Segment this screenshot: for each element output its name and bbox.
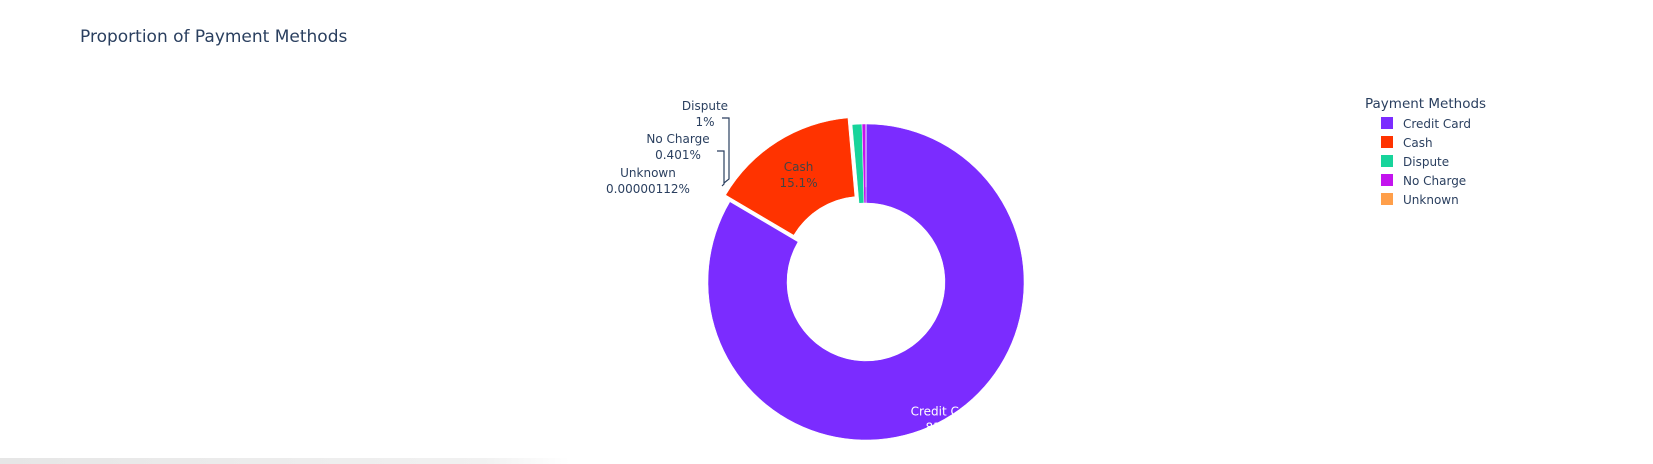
slice-label-unknown: Unknown	[620, 166, 676, 180]
legend-item-credit-card[interactable]: Credit Card	[1381, 117, 1471, 131]
slice-no-charge[interactable]	[861, 123, 867, 204]
legend-swatch	[1381, 117, 1393, 129]
slice-label-no-charge: No Charge	[646, 132, 709, 146]
slice-percent-dispute: 1%	[695, 115, 714, 129]
labels-layer: Credit Card 83.4% Cash 15.1% Dispute 1% No Cha…	[606, 99, 979, 435]
slice-credit-card[interactable]	[707, 123, 1025, 441]
slice-percent-unknown: 0.00000112%	[606, 182, 690, 196]
slice-percent-credit-card: 83.4%	[926, 421, 964, 435]
legend-swatch	[1381, 155, 1393, 167]
legend-swatch	[1381, 193, 1393, 205]
legend-item-unknown[interactable]: Unknown	[1381, 193, 1459, 207]
legend-label: Credit Card	[1403, 117, 1471, 131]
legend-swatch	[1381, 136, 1393, 148]
legend: Payment Methods Credit Card Cash Dispute No…	[1365, 96, 1486, 207]
legend-label: No Charge	[1403, 174, 1466, 188]
horizontal-scrollbar[interactable]	[0, 458, 570, 464]
slice-label-cash: Cash	[784, 160, 814, 174]
slice-label-credit-card: Credit Card	[911, 405, 979, 419]
slice-percent-no-charge: 0.401%	[655, 148, 701, 162]
legend-label: Dispute	[1403, 155, 1449, 169]
legend-title: Payment Methods	[1365, 96, 1486, 112]
leader-line-no-charge	[717, 150, 725, 187]
legend-item-dispute[interactable]: Dispute	[1381, 155, 1449, 169]
slice-label-dispute: Dispute	[682, 99, 728, 113]
legend-item-no-charge[interactable]: No Charge	[1381, 174, 1466, 188]
slice-percent-cash: 15.1%	[779, 176, 817, 190]
chart-title: Proportion of Payment Methods	[80, 27, 348, 47]
leader-line-dispute	[722, 117, 730, 184]
slices-layer	[707, 107, 1025, 441]
legend-label: Unknown	[1403, 193, 1459, 207]
slice-cash[interactable]	[725, 117, 856, 236]
legend-label: Cash	[1403, 136, 1433, 150]
legend-swatch	[1381, 174, 1393, 186]
legend-item-cash[interactable]: Cash	[1381, 136, 1433, 150]
